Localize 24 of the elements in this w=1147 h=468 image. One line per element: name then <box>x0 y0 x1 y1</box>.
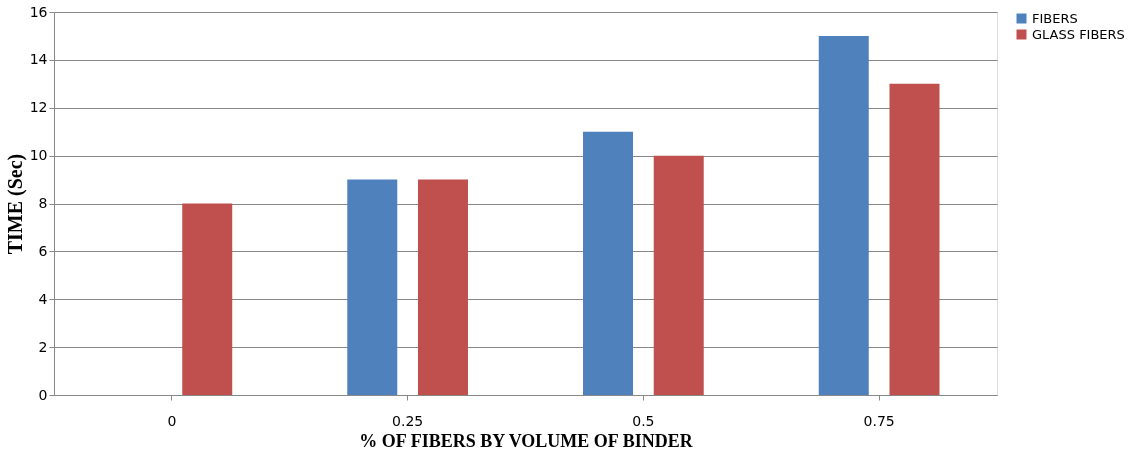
y-tick-label: 16 <box>29 3 48 20</box>
y-tick-label: 14 <box>29 51 48 68</box>
bar <box>583 131 634 395</box>
x-tick-label: 0.75 <box>863 412 895 429</box>
y-tick-label: 6 <box>38 242 48 259</box>
legend-label: GLASS FIBERS <box>1032 26 1125 42</box>
y-tick-label: 0 <box>38 386 48 403</box>
x-tick-label: 0 <box>167 412 177 429</box>
bar <box>889 83 940 395</box>
x-tick-label: 0.5 <box>632 412 655 429</box>
x-axis-title: % OF FIBERS BY VOLUME OF BINDER <box>359 430 694 451</box>
y-tick-label: 8 <box>38 195 48 211</box>
y-tick-label: 4 <box>38 290 48 307</box>
bar <box>182 203 233 395</box>
y-tick-label: 10 <box>29 147 48 164</box>
bar <box>818 35 869 395</box>
bar <box>653 155 704 395</box>
y-tick-label: 12 <box>29 99 48 116</box>
legend-label: FIBERS <box>1032 10 1078 26</box>
y-tick-label: 2 <box>38 338 48 355</box>
y-axis-title: TIME (Sec) <box>3 153 27 255</box>
bar <box>417 179 468 395</box>
bar <box>347 179 398 395</box>
x-tick-label: 0.25 <box>392 412 424 429</box>
